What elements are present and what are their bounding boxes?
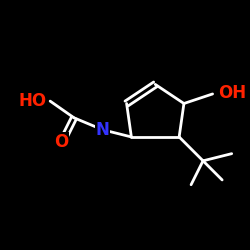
Text: O: O xyxy=(54,133,68,151)
Text: N: N xyxy=(96,121,110,139)
Text: HO: HO xyxy=(18,92,46,110)
Text: OH: OH xyxy=(218,84,247,102)
